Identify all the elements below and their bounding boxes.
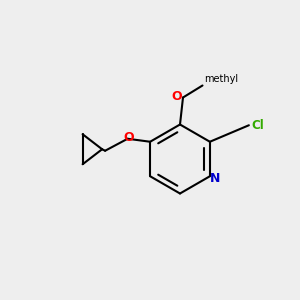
Text: N: N	[210, 172, 220, 185]
Text: O: O	[124, 131, 134, 144]
Text: Cl: Cl	[251, 119, 264, 132]
Text: O: O	[171, 90, 181, 104]
Text: methyl: methyl	[204, 74, 238, 84]
